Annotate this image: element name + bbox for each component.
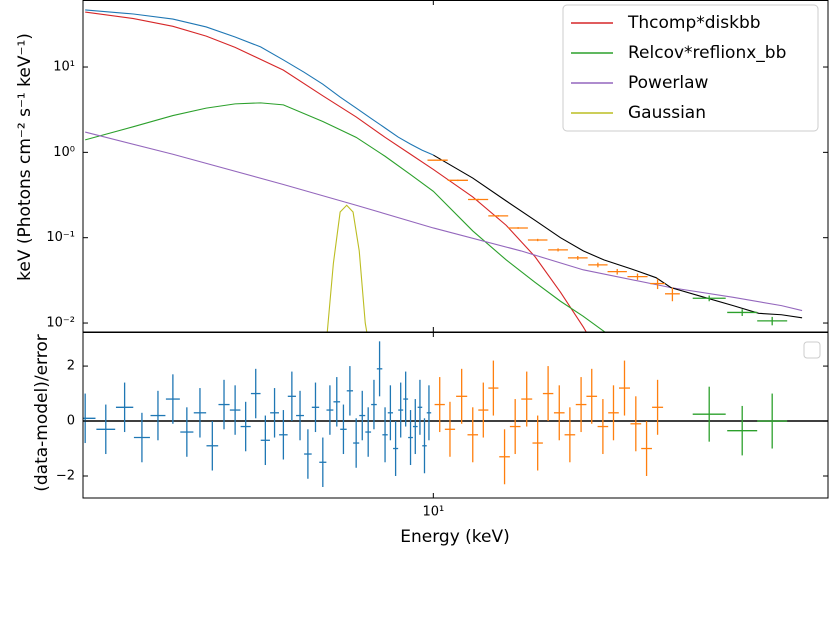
y-tick-label: 10⁰	[53, 145, 75, 160]
model-line	[85, 11, 587, 332]
legend-label: Gaussian	[628, 103, 706, 123]
y-tick-label: 10⁻¹	[46, 230, 75, 245]
y-axis-label: (data-model)/error	[32, 334, 52, 492]
legend-box	[803, 341, 821, 359]
plot-area	[83, 341, 828, 488]
y-tick-label: 2	[67, 359, 75, 374]
model-line	[85, 9, 434, 156]
y-tick-label: 10⁻²	[46, 316, 75, 331]
y-tick-label: 0	[67, 414, 75, 429]
y-axis-label: keV (Photons cm⁻² s⁻¹ keV⁻¹)	[15, 33, 35, 281]
x-axis-label: Energy (keV)	[400, 527, 510, 547]
legend-label: Powerlaw	[628, 73, 709, 93]
y-tick-label: −2	[56, 469, 75, 484]
legend-label: Thcomp*diskbb	[627, 13, 761, 33]
model-line	[85, 102, 607, 332]
plot-area	[85, 9, 803, 332]
model-line	[85, 131, 803, 312]
axes-frame	[82, 332, 829, 499]
x-tick-label: 10¹	[422, 505, 444, 520]
legend-box	[562, 4, 819, 132]
model-line	[433, 154, 803, 319]
y-tick-label: 10¹	[53, 60, 75, 75]
legend-label: Relcov*reflionx_bb	[628, 43, 786, 63]
model-line	[326, 204, 368, 332]
